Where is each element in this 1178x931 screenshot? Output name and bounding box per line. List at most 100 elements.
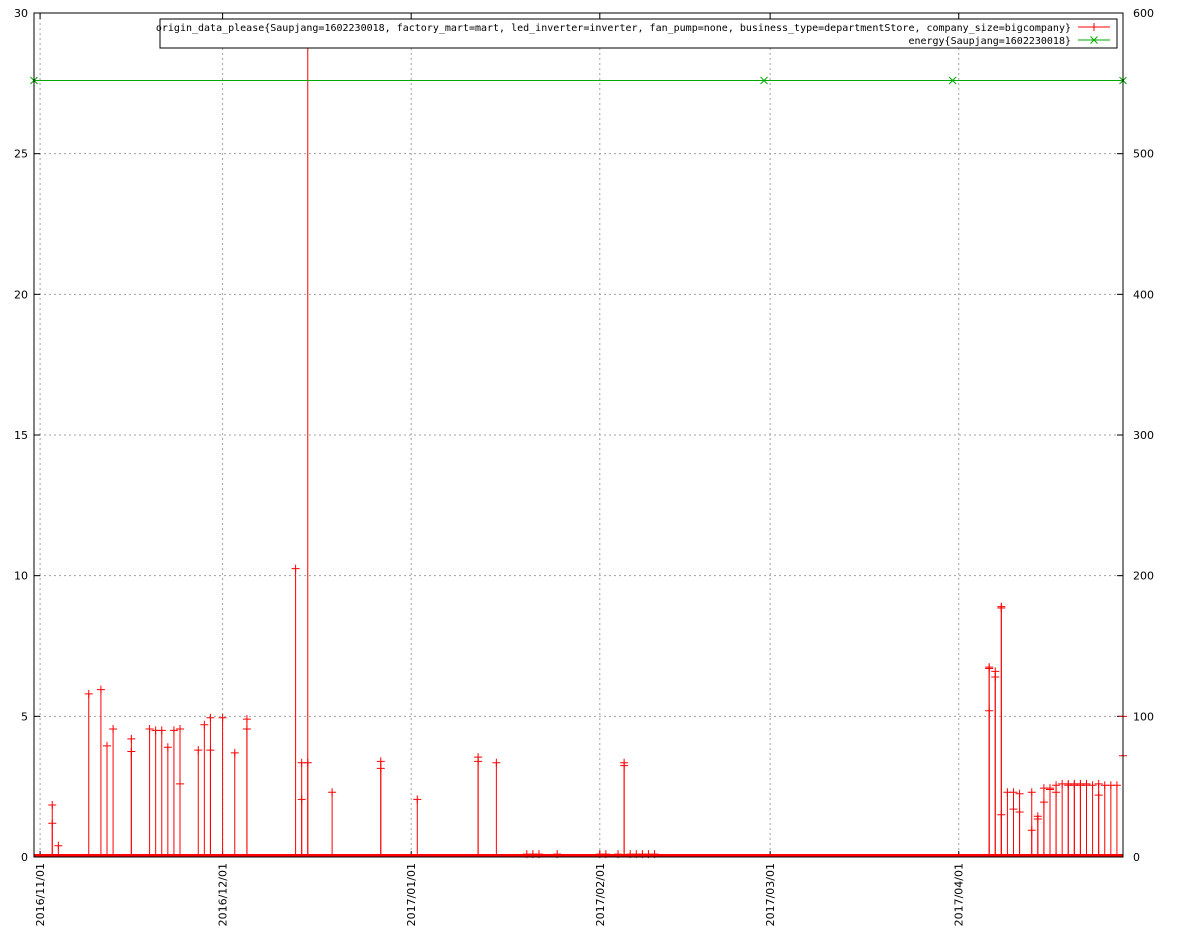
data-point: [1106, 781, 1115, 857]
data-point: [48, 819, 57, 857]
data-point: [291, 564, 300, 857]
y-axis-left: 0 5 10 15 20 25 30: [14, 7, 40, 864]
x-tick-label: 2016/12/01: [217, 863, 230, 926]
plus-marker: [103, 741, 112, 750]
series-baseline: [34, 854, 1123, 857]
data-point: [1003, 788, 1012, 857]
x-tick-label: 2016/11/01: [34, 863, 47, 926]
data-point: [1088, 781, 1097, 857]
data-point: [1045, 785, 1054, 857]
y-left-tick-label: 25: [14, 148, 28, 161]
data-point: [1076, 781, 1085, 857]
data-point: [157, 726, 166, 857]
plus-marker: [96, 685, 105, 694]
data-point: [1070, 781, 1079, 857]
plus-marker: [242, 715, 251, 724]
data-point: [1009, 805, 1018, 857]
y-left-tick-label: 5: [21, 710, 28, 723]
plus-marker: [413, 795, 422, 804]
data-point: [1039, 798, 1048, 857]
data-point: [303, 20, 312, 857]
data-point: [145, 724, 154, 857]
x-tick-label: 2017/01/01: [405, 863, 418, 926]
legend-label-origin-data: origin_data_please{Saupjang=1602230018, …: [156, 23, 1071, 34]
plus-marker: [985, 706, 994, 715]
plus-marker: [200, 720, 209, 729]
plus-marker: [1033, 815, 1042, 824]
plus-marker: [1094, 791, 1103, 800]
plus-marker: [157, 726, 166, 735]
data-point: [194, 746, 203, 857]
plus-marker: [1015, 807, 1024, 816]
plus-marker: [84, 689, 93, 698]
y-right-tick-label: 100: [1133, 710, 1154, 723]
cross-marker: [948, 76, 957, 85]
y-left-tick-label: 0: [21, 851, 28, 864]
data-point: [1058, 779, 1067, 857]
data-point: [1033, 815, 1042, 857]
plus-marker: [127, 734, 136, 743]
plus-marker: [376, 757, 385, 766]
x-axis: 2016/11/01 2016/12/01 2017/01/01 2017/02/01…: [34, 13, 966, 926]
plus-marker: [1045, 785, 1054, 794]
plus-marker: [206, 713, 215, 722]
y-right-tick-label: 200: [1133, 570, 1154, 583]
series-energy: [30, 76, 1127, 85]
plus-marker: [1009, 788, 1018, 797]
y-right-tick-label: 400: [1133, 288, 1154, 301]
plus-marker: [230, 748, 239, 757]
data-point: [218, 713, 227, 857]
plot-frame: [33, 12, 1124, 858]
plus-marker: [291, 564, 300, 573]
data-point: [1015, 807, 1024, 857]
data-point: [413, 795, 422, 857]
data-point: [230, 748, 239, 857]
data-point: [151, 726, 160, 857]
plus-marker: [1088, 781, 1097, 790]
plus-marker: [109, 724, 118, 733]
legend-marker-origin-data: [1090, 23, 1098, 31]
plus-marker: [1112, 781, 1121, 790]
plus-marker: [474, 757, 483, 766]
data-point: [163, 743, 172, 857]
y-left-tick-label: 10: [14, 570, 28, 583]
data-point: [1112, 781, 1121, 857]
data-point: [474, 757, 483, 857]
y-left-tick-label: 15: [14, 429, 28, 442]
plus-marker: [1015, 789, 1024, 798]
y-right-tick-label: 0: [1133, 851, 1140, 864]
data-point: [206, 746, 215, 857]
cross-marker: [760, 76, 768, 85]
x-tick-label: 2017/03/01: [764, 863, 777, 926]
plus-marker: [997, 810, 1006, 819]
plus-marker: [376, 764, 385, 773]
plus-marker: [328, 788, 337, 797]
plus-marker: [1027, 788, 1036, 797]
plus-marker: [218, 713, 227, 722]
legend: origin_data_please{Saupjang=1602230018, …: [156, 18, 1118, 49]
data-point: [376, 764, 385, 857]
plus-marker: [985, 664, 994, 673]
data-point: [297, 795, 306, 857]
plus-marker: [1094, 779, 1103, 788]
plus-marker: [1052, 788, 1061, 797]
plus-marker: [991, 672, 1000, 681]
plus-marker: [176, 724, 185, 733]
data-point: [492, 758, 501, 857]
plus-marker: [127, 747, 136, 756]
data-point: [1027, 826, 1036, 857]
grid: [34, 13, 1123, 857]
data-point: [96, 685, 105, 857]
y-right-tick-label: 300: [1133, 429, 1154, 442]
data-point: [303, 758, 312, 857]
data-point: [991, 672, 1000, 857]
data-point: [1094, 791, 1103, 857]
x-tick-label: 2017/02/01: [594, 863, 607, 926]
data-point: [1052, 788, 1061, 857]
data-point: [985, 706, 994, 857]
legend-box: [159, 18, 1118, 49]
plus-marker: [48, 800, 57, 809]
y-left-tick-label: 20: [14, 288, 28, 301]
plus-marker: [1052, 781, 1061, 790]
plus-marker: [997, 604, 1006, 613]
